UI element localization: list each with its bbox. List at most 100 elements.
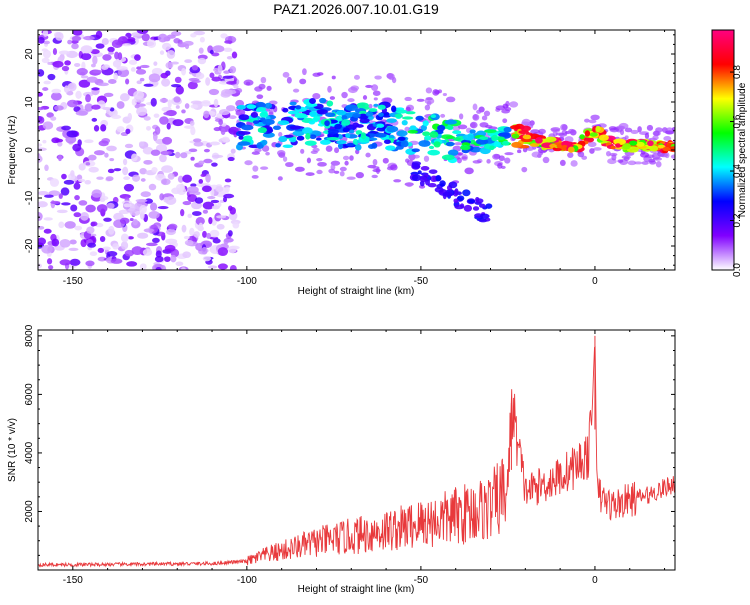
heatmap-cell xyxy=(190,126,196,136)
heatmap-cell xyxy=(57,154,63,162)
heatmap-cell xyxy=(97,256,107,262)
heatmap-cell xyxy=(55,31,64,41)
heatmap-cell xyxy=(91,104,101,110)
heatmap-cell xyxy=(74,225,83,231)
heatmap-cell xyxy=(123,203,132,208)
heatmap-cell xyxy=(337,142,344,150)
heatmap-cell xyxy=(91,87,100,91)
heatmap-cell xyxy=(111,114,122,119)
heatmap-cell xyxy=(227,156,235,162)
heatmap-cell xyxy=(86,226,95,234)
heatmap-cell xyxy=(140,191,151,198)
heatmap-cell xyxy=(95,30,103,39)
heatmap-cell xyxy=(104,152,109,158)
heatmap-cell xyxy=(127,112,133,122)
heatmap-cell xyxy=(209,49,214,55)
heatmap-cell xyxy=(427,149,440,156)
heatmap-cell xyxy=(73,212,82,218)
heatmap-cell xyxy=(570,160,578,167)
spectrogram-x-ticks: -150 -100 -50 0 xyxy=(37,30,666,287)
heatmap-cell xyxy=(637,126,642,133)
heatmap-cell xyxy=(42,30,49,37)
heatmap-cell xyxy=(46,258,53,265)
heatmap-cell xyxy=(521,121,531,126)
heatmap-cell xyxy=(223,70,230,74)
heatmap-cell xyxy=(254,148,262,153)
heatmap-cell xyxy=(211,205,220,210)
heatmap-cell xyxy=(535,137,543,144)
heatmap-cell xyxy=(634,161,643,165)
heatmap-cell xyxy=(453,198,459,204)
heatmap-cell xyxy=(478,219,488,223)
heatmap-cell xyxy=(105,176,114,182)
heatmap-cell xyxy=(191,64,199,71)
heatmap-cell xyxy=(175,261,184,267)
heatmap-cell xyxy=(349,155,354,161)
heatmap-cell xyxy=(442,191,453,197)
heatmap-cell xyxy=(325,112,336,118)
heatmap-cell xyxy=(501,140,510,146)
heatmap-cell xyxy=(589,148,595,154)
x-tick-label: -150 xyxy=(63,575,83,586)
heatmap-cell xyxy=(408,153,416,161)
heatmap-cell xyxy=(353,74,360,80)
y-tick-label: 0 xyxy=(24,147,35,153)
heatmap-cell xyxy=(155,250,162,258)
heatmap-cell xyxy=(207,195,216,200)
heatmap-cell xyxy=(503,126,512,133)
heatmap-cell xyxy=(109,107,115,112)
heatmap-cell xyxy=(359,117,370,124)
heatmap-cell xyxy=(183,235,190,240)
heatmap-cell xyxy=(208,88,220,96)
heatmap-cell xyxy=(325,145,333,152)
heatmap-cell xyxy=(463,204,473,212)
heatmap-cell xyxy=(393,179,402,183)
heatmap-cell xyxy=(662,146,671,152)
heatmap-cell xyxy=(425,87,433,94)
heatmap-cell xyxy=(116,101,125,109)
heatmap-cell xyxy=(38,237,46,246)
heatmap-cell xyxy=(630,129,639,135)
y-tick-label: 6000 xyxy=(24,383,35,406)
heatmap-cell xyxy=(190,100,203,105)
heatmap-cell xyxy=(223,47,233,53)
heatmap-cell xyxy=(202,209,209,214)
heatmap-cell xyxy=(531,151,542,158)
heatmap-cell xyxy=(120,241,129,250)
heatmap-cell xyxy=(276,149,286,157)
heatmap-cell xyxy=(85,204,96,213)
heatmap-cell xyxy=(150,149,161,156)
heatmap-cell xyxy=(412,154,420,159)
heatmap-cell xyxy=(123,183,135,192)
heatmap-cell xyxy=(400,140,409,148)
heatmap-cell xyxy=(479,213,490,219)
heatmap-cell xyxy=(106,202,115,209)
heatmap-cell xyxy=(420,166,430,171)
heatmap-cell xyxy=(220,128,226,135)
heatmap-cell xyxy=(336,140,347,145)
heatmap-cell xyxy=(64,221,76,229)
heatmap-cell xyxy=(326,100,334,107)
heatmap-cell xyxy=(236,104,247,110)
heatmap-cell xyxy=(277,120,290,126)
heatmap-cell xyxy=(103,92,114,98)
heatmap-cell xyxy=(216,215,227,219)
heatmap-cell xyxy=(101,38,109,46)
heatmap-cell xyxy=(78,79,91,88)
heatmap-cell xyxy=(462,134,475,141)
heatmap-cell xyxy=(493,141,501,147)
heatmap-cell xyxy=(211,154,224,159)
heatmap-cell xyxy=(180,152,188,159)
heatmap-cell xyxy=(316,158,323,162)
y-tick-label: 10 xyxy=(24,96,35,108)
heatmap-cell xyxy=(272,125,282,130)
heatmap-cell xyxy=(200,173,206,178)
x-tick-label: 0 xyxy=(592,575,598,586)
heatmap-cell xyxy=(108,79,117,84)
heatmap-cell xyxy=(419,176,428,183)
heatmap-cell xyxy=(122,43,132,47)
heatmap-cell xyxy=(143,159,153,165)
heatmap-cell xyxy=(106,251,118,257)
heatmap-cell xyxy=(162,136,173,145)
heatmap-cell xyxy=(624,127,633,133)
